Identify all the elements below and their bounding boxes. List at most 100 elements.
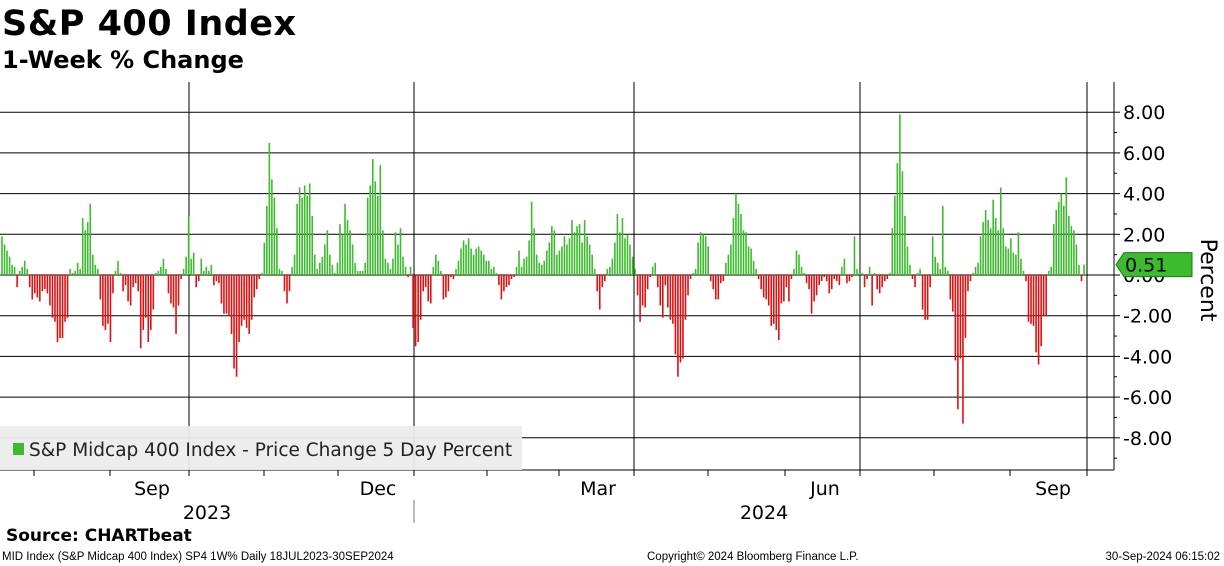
- bar: [931, 236, 934, 275]
- bar: [853, 236, 856, 275]
- bar: [245, 275, 248, 328]
- bar: [122, 275, 124, 292]
- bar: [455, 268, 457, 275]
- bar: [848, 275, 851, 282]
- bar: [361, 270, 364, 275]
- bar: [155, 272, 157, 275]
- bar: [1083, 264, 1085, 275]
- last-value-badge: [1115, 252, 1193, 278]
- bar: [783, 275, 785, 302]
- bar: [679, 275, 682, 363]
- bar: [1057, 201, 1060, 275]
- bar: [1005, 246, 1007, 275]
- bar: [283, 275, 286, 292]
- bar: [281, 270, 283, 275]
- bar: [707, 246, 709, 275]
- bar: [813, 275, 815, 302]
- bar: [737, 203, 740, 275]
- bar: [581, 242, 583, 275]
- bar: [833, 275, 836, 280]
- bar: [545, 250, 548, 275]
- bar: [924, 275, 926, 320]
- bar: [460, 248, 462, 275]
- bar: [601, 275, 604, 288]
- bar: [896, 163, 899, 275]
- bar: [664, 275, 667, 286]
- x-tick-label: Mar: [580, 478, 616, 500]
- bar: [765, 275, 768, 300]
- bar: [1002, 228, 1005, 275]
- bar: [644, 275, 646, 308]
- bar: [631, 256, 634, 275]
- bar: [914, 275, 916, 288]
- bar: [424, 275, 427, 288]
- bar: [662, 275, 664, 318]
- bar: [13, 266, 16, 275]
- bar: [999, 187, 1002, 275]
- bar: [1070, 226, 1073, 275]
- bar: [374, 181, 377, 275]
- bar: [228, 275, 230, 316]
- bar: [39, 275, 41, 302]
- bar: [838, 275, 841, 286]
- bar: [445, 275, 447, 298]
- x-tick-label: Sep: [1035, 478, 1071, 500]
- bar: [709, 275, 712, 282]
- bar: [901, 171, 904, 275]
- bar: [399, 228, 402, 275]
- source-note: Source: CHARTbeat: [6, 526, 192, 546]
- bar: [394, 232, 397, 275]
- bar: [704, 236, 707, 275]
- bar: [659, 275, 662, 306]
- bar: [702, 234, 704, 275]
- bar: [127, 275, 129, 302]
- bar: [308, 183, 311, 275]
- bar: [881, 275, 884, 288]
- bar: [785, 275, 788, 288]
- bar: [313, 254, 316, 275]
- bar: [160, 266, 162, 275]
- bar: [377, 195, 379, 275]
- bar: [503, 275, 505, 292]
- bar: [49, 275, 51, 306]
- bar: [109, 275, 112, 343]
- bar: [475, 248, 477, 275]
- bar: [520, 266, 523, 275]
- bar: [429, 275, 432, 304]
- bar: [54, 275, 56, 322]
- legend-label: S&P Midcap 400 Index - Price Change 5 Da…: [29, 440, 512, 461]
- bar: [904, 215, 906, 275]
- bar: [528, 240, 530, 275]
- bar: [97, 268, 99, 275]
- bar: [210, 264, 213, 275]
- bar: [543, 260, 546, 275]
- bar: [576, 226, 578, 275]
- bar: [830, 275, 833, 290]
- bar: [379, 165, 382, 275]
- bar: [344, 203, 346, 275]
- bar: [750, 248, 752, 275]
- bar: [220, 275, 223, 304]
- bar: [412, 275, 414, 328]
- bar: [306, 195, 308, 275]
- bar: [626, 234, 629, 275]
- bar: [760, 275, 762, 290]
- bar: [139, 275, 142, 349]
- bar: [778, 275, 780, 341]
- bar: [69, 268, 71, 275]
- bar: [800, 266, 803, 275]
- bar: [152, 275, 155, 310]
- bar: [324, 244, 326, 275]
- bar: [883, 275, 886, 282]
- bar: [911, 275, 914, 280]
- bar: [730, 244, 732, 275]
- bar: [185, 256, 187, 275]
- bar: [187, 215, 190, 275]
- timestamp: 30-Sep-2024 06:15:02: [1105, 551, 1220, 563]
- bar: [944, 266, 947, 275]
- bar: [165, 268, 167, 275]
- bar: [142, 275, 145, 330]
- bar: [407, 275, 409, 278]
- bar: [26, 268, 29, 275]
- bar: [291, 266, 293, 275]
